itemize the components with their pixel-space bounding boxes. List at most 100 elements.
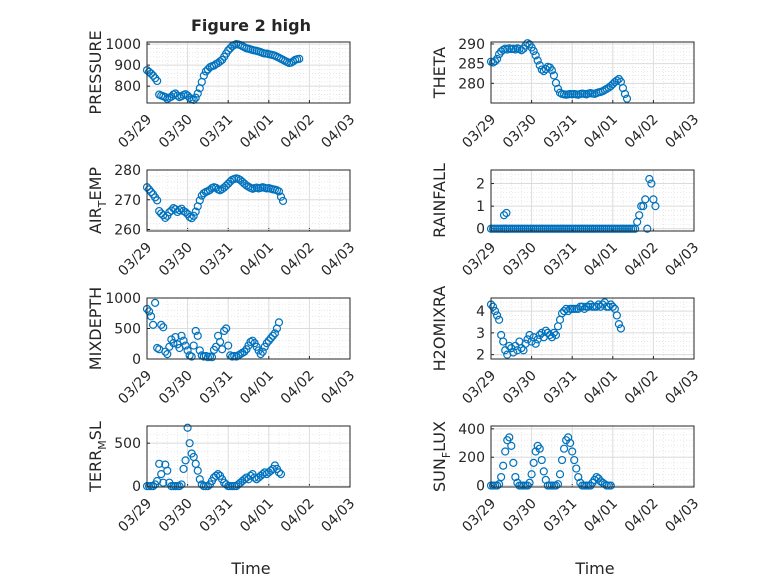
data-point: [189, 211, 198, 220]
y-tick-label: 0: [476, 479, 485, 495]
data-point: [240, 347, 249, 356]
data-point: [490, 306, 500, 316]
data-point: [541, 326, 550, 335]
y-axis-label-subscript: T: [96, 200, 109, 208]
data-point: [163, 350, 172, 359]
data-point: [513, 346, 522, 355]
data-point: [600, 480, 609, 489]
data-point: [539, 67, 548, 76]
data-point: [146, 312, 156, 321]
data-point: [144, 307, 154, 316]
data-point: [511, 472, 520, 482]
data-point: [181, 456, 190, 465]
data-point: [236, 350, 245, 359]
y-axis-label-main: TERR: [86, 450, 105, 493]
y-tick-label: 260: [114, 223, 141, 239]
data-point: [641, 195, 650, 204]
data-point: [584, 302, 593, 311]
data-point: [155, 459, 164, 468]
data-point: [211, 471, 221, 480]
y-tick-label: 500: [114, 322, 141, 338]
data-point: [276, 470, 286, 479]
data-point: [189, 341, 198, 350]
y-tick-label: 500: [114, 436, 141, 452]
data-point: [183, 346, 192, 355]
axes-frame: [146, 41, 351, 104]
data-point: [612, 76, 621, 85]
y-axis-label-tail: EMP: [86, 167, 105, 201]
data-point: [153, 76, 162, 86]
data-point: [570, 455, 579, 465]
data-point: [177, 92, 186, 101]
y-tick-label: 400: [458, 422, 485, 438]
data-point: [574, 472, 583, 482]
axes-frame: [490, 169, 695, 232]
y-tick-label: 285: [458, 57, 485, 73]
y-axis-label-main: AIR: [86, 207, 105, 234]
data-point: [215, 57, 225, 66]
axes-frame: [146, 425, 351, 488]
y-axis-label-main: PRESSURE: [86, 30, 105, 114]
y-tick-label: 270: [114, 193, 141, 209]
data-point: [155, 206, 164, 216]
data-point: [195, 475, 204, 484]
data-point: [531, 447, 540, 456]
data-point: [171, 332, 180, 342]
data-point: [220, 326, 229, 336]
data-point: [525, 478, 534, 487]
data-point: [193, 331, 202, 340]
data-point: [218, 345, 227, 354]
data-point: [195, 346, 204, 355]
data-point: [270, 329, 279, 338]
data-point: [531, 339, 540, 348]
y-axis-label: AIRTEMP: [86, 167, 109, 234]
data-point: [557, 455, 567, 465]
data-point: [191, 93, 200, 102]
data-point: [287, 58, 296, 67]
y-axis-label: TERRMSL: [86, 421, 109, 493]
data-point: [175, 482, 184, 491]
axes-frame: [490, 425, 695, 488]
data-point: [559, 444, 569, 453]
y-tick-label: 200: [458, 450, 485, 466]
data-point: [199, 71, 208, 80]
data-point: [201, 67, 210, 76]
data-point: [492, 311, 502, 320]
data-point: [635, 211, 644, 220]
y-tick-label: 900: [114, 58, 141, 74]
data-point: [551, 330, 561, 340]
data-point: [495, 480, 504, 489]
data-point: [509, 458, 518, 467]
data-point: [517, 46, 526, 55]
data-point: [566, 438, 575, 448]
data-point: [535, 444, 544, 453]
data-point: [148, 320, 158, 329]
y-axis-label-subscript: M: [96, 440, 109, 450]
y-tick-label: 280: [458, 76, 485, 92]
data-point: [146, 187, 156, 197]
data-point: [264, 336, 273, 345]
y-tick-label: 290: [458, 37, 485, 53]
data-point: [645, 174, 654, 184]
data-point: [222, 324, 231, 333]
data-point: [547, 66, 557, 75]
data-point: [564, 433, 573, 442]
data-point: [505, 433, 514, 442]
data-point: [276, 192, 286, 201]
data-point: [606, 300, 615, 309]
data-point: [157, 320, 166, 329]
data-point: [246, 337, 255, 347]
data-point: [148, 71, 158, 80]
y-tick-label: 0: [132, 479, 141, 495]
data-point: [185, 93, 194, 102]
x-axis-label-left: Time: [230, 559, 270, 578]
data-point: [211, 183, 221, 192]
data-point: [574, 304, 583, 313]
data-point: [608, 302, 617, 311]
y-axis-label-main: MIXDEPTH: [86, 287, 105, 370]
data-point: [553, 84, 563, 93]
data-point: [517, 344, 526, 353]
data-point: [545, 330, 554, 340]
data-point: [572, 464, 581, 473]
figure-title: Figure 2 high: [191, 16, 311, 35]
